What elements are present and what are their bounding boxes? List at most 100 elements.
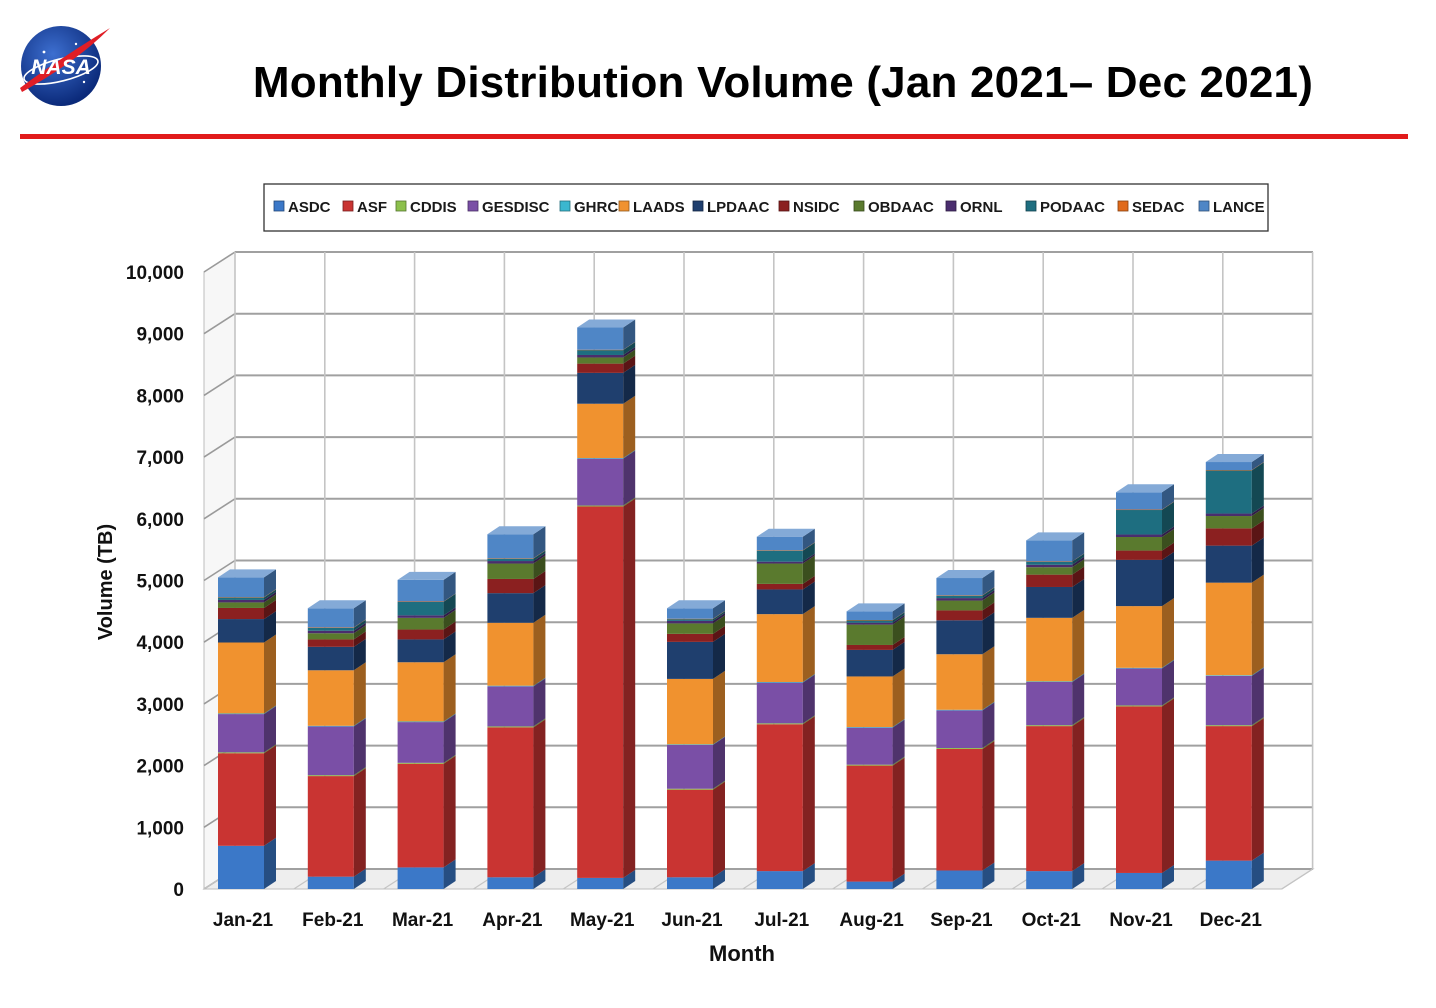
bar-side [353,718,366,776]
bars-layer [218,319,1264,889]
legend-swatch [467,200,479,212]
bar-side [623,497,636,507]
y-tick-label: 10,000 [126,263,184,284]
bar-front [577,505,624,507]
bar-front [487,622,534,686]
bar-segment-sedac-feb-21 [307,619,366,628]
bar-front [487,558,534,562]
bar-segment-ornl-sep-21 [936,590,995,601]
bar-front [1205,470,1252,514]
bar-side [264,744,276,754]
bar-side [264,589,276,600]
y-tick-label: 4,000 [136,633,184,654]
bar-front [1205,675,1252,676]
bar-front [667,877,713,889]
bar-front [307,670,354,726]
bar-segment-laads-oct-21 [1026,609,1085,682]
bar-side [802,542,815,551]
bar-front [307,630,354,634]
bar-front [218,597,264,598]
bar-segment-ghrc-mar-21 [397,713,456,723]
x-tick-label: Aug-21 [839,910,904,931]
floor-divider [1281,868,1313,890]
bar-front [1205,726,1252,861]
bar-segment-asf-oct-21 [1026,718,1085,872]
bar-segment-lpdaac-apr-21 [487,585,546,623]
bar-side [533,550,546,559]
bar-segment-nsidc-oct-21 [1026,566,1085,587]
bar-front [397,617,444,630]
bar-front [756,589,803,615]
bar-side [713,625,725,642]
bar-segment-laads-sep-21 [936,646,995,710]
bar-side [533,555,546,579]
legend-swatch [945,200,957,212]
bar-side [443,755,456,868]
bar-side [982,646,995,710]
bar-segment-asdc-may-21 [577,869,636,889]
legend-swatch [778,200,790,212]
bar-segment-obdaac-may-21 [577,349,636,364]
bar-segment-asdc-oct-21 [1026,863,1085,889]
bar-segment-asdc-aug-21 [846,873,905,889]
bar-segment-asdc-dec-21 [1205,852,1264,889]
bar-front [936,748,983,749]
bar-segment-ghrc-dec-21 [1205,667,1264,676]
bar-front [846,624,893,645]
bar-segment-podaac-oct-21 [1026,553,1085,565]
bar-side [264,611,276,643]
bar-side [713,600,725,619]
bar-segment-ghrc-may-21 [577,450,636,459]
bar-front [218,607,264,620]
bar-front [1026,561,1073,565]
bar-side [533,869,546,889]
bar-side [892,636,905,650]
bar-segment-podaac-feb-21 [307,619,366,631]
bar-side [1251,537,1264,583]
bar-side [353,638,366,671]
bar-segment-ornl-jul-21 [756,553,815,564]
bar-side [533,553,546,564]
bar-front [667,789,713,878]
bar-side [802,674,815,724]
bar-front [218,752,264,754]
bar-front [577,363,624,373]
bar-front [756,724,803,872]
bar-side [1072,559,1085,575]
bar-side [1072,553,1085,562]
bar-segment-cddis-sep-21 [936,740,995,749]
bar-front [397,662,444,722]
bar-front [1026,567,1073,575]
bar-front [397,579,444,602]
legend-swatch [273,200,285,212]
bar-front [846,619,893,621]
bar-segment-sedac-oct-21 [1026,553,1085,562]
bar-segment-podaac-dec-21 [1205,462,1264,514]
bar-side [623,498,636,878]
bar-front [756,536,803,551]
bar-segment-cddis-apr-21 [487,718,546,728]
x-tick-label: Feb-21 [302,910,364,931]
bar-top [218,569,276,578]
legend-swatch [342,200,354,212]
bar-front [487,877,534,889]
bar-side [533,526,546,559]
x-tick-label: Nov-21 [1109,910,1173,931]
bar-side [1162,698,1174,873]
bar-side [892,603,905,620]
bar-side [1251,717,1264,727]
bar-side [892,719,905,728]
bar-segment-asf-aug-21 [846,757,905,882]
bar-segment-laads-feb-21 [307,662,366,726]
bar-front [936,870,983,889]
bar-front [936,610,983,621]
bar-segment-laads-aug-21 [846,668,905,728]
y-tick-label: 3,000 [136,695,184,716]
legend-swatch [692,200,704,212]
bar-segment-nsidc-dec-21 [1205,520,1264,546]
bar-side [533,718,546,728]
bar-front [846,764,893,766]
legend-label: GESDISC [482,199,550,216]
bar-side [713,633,725,679]
bar-front [846,644,893,650]
